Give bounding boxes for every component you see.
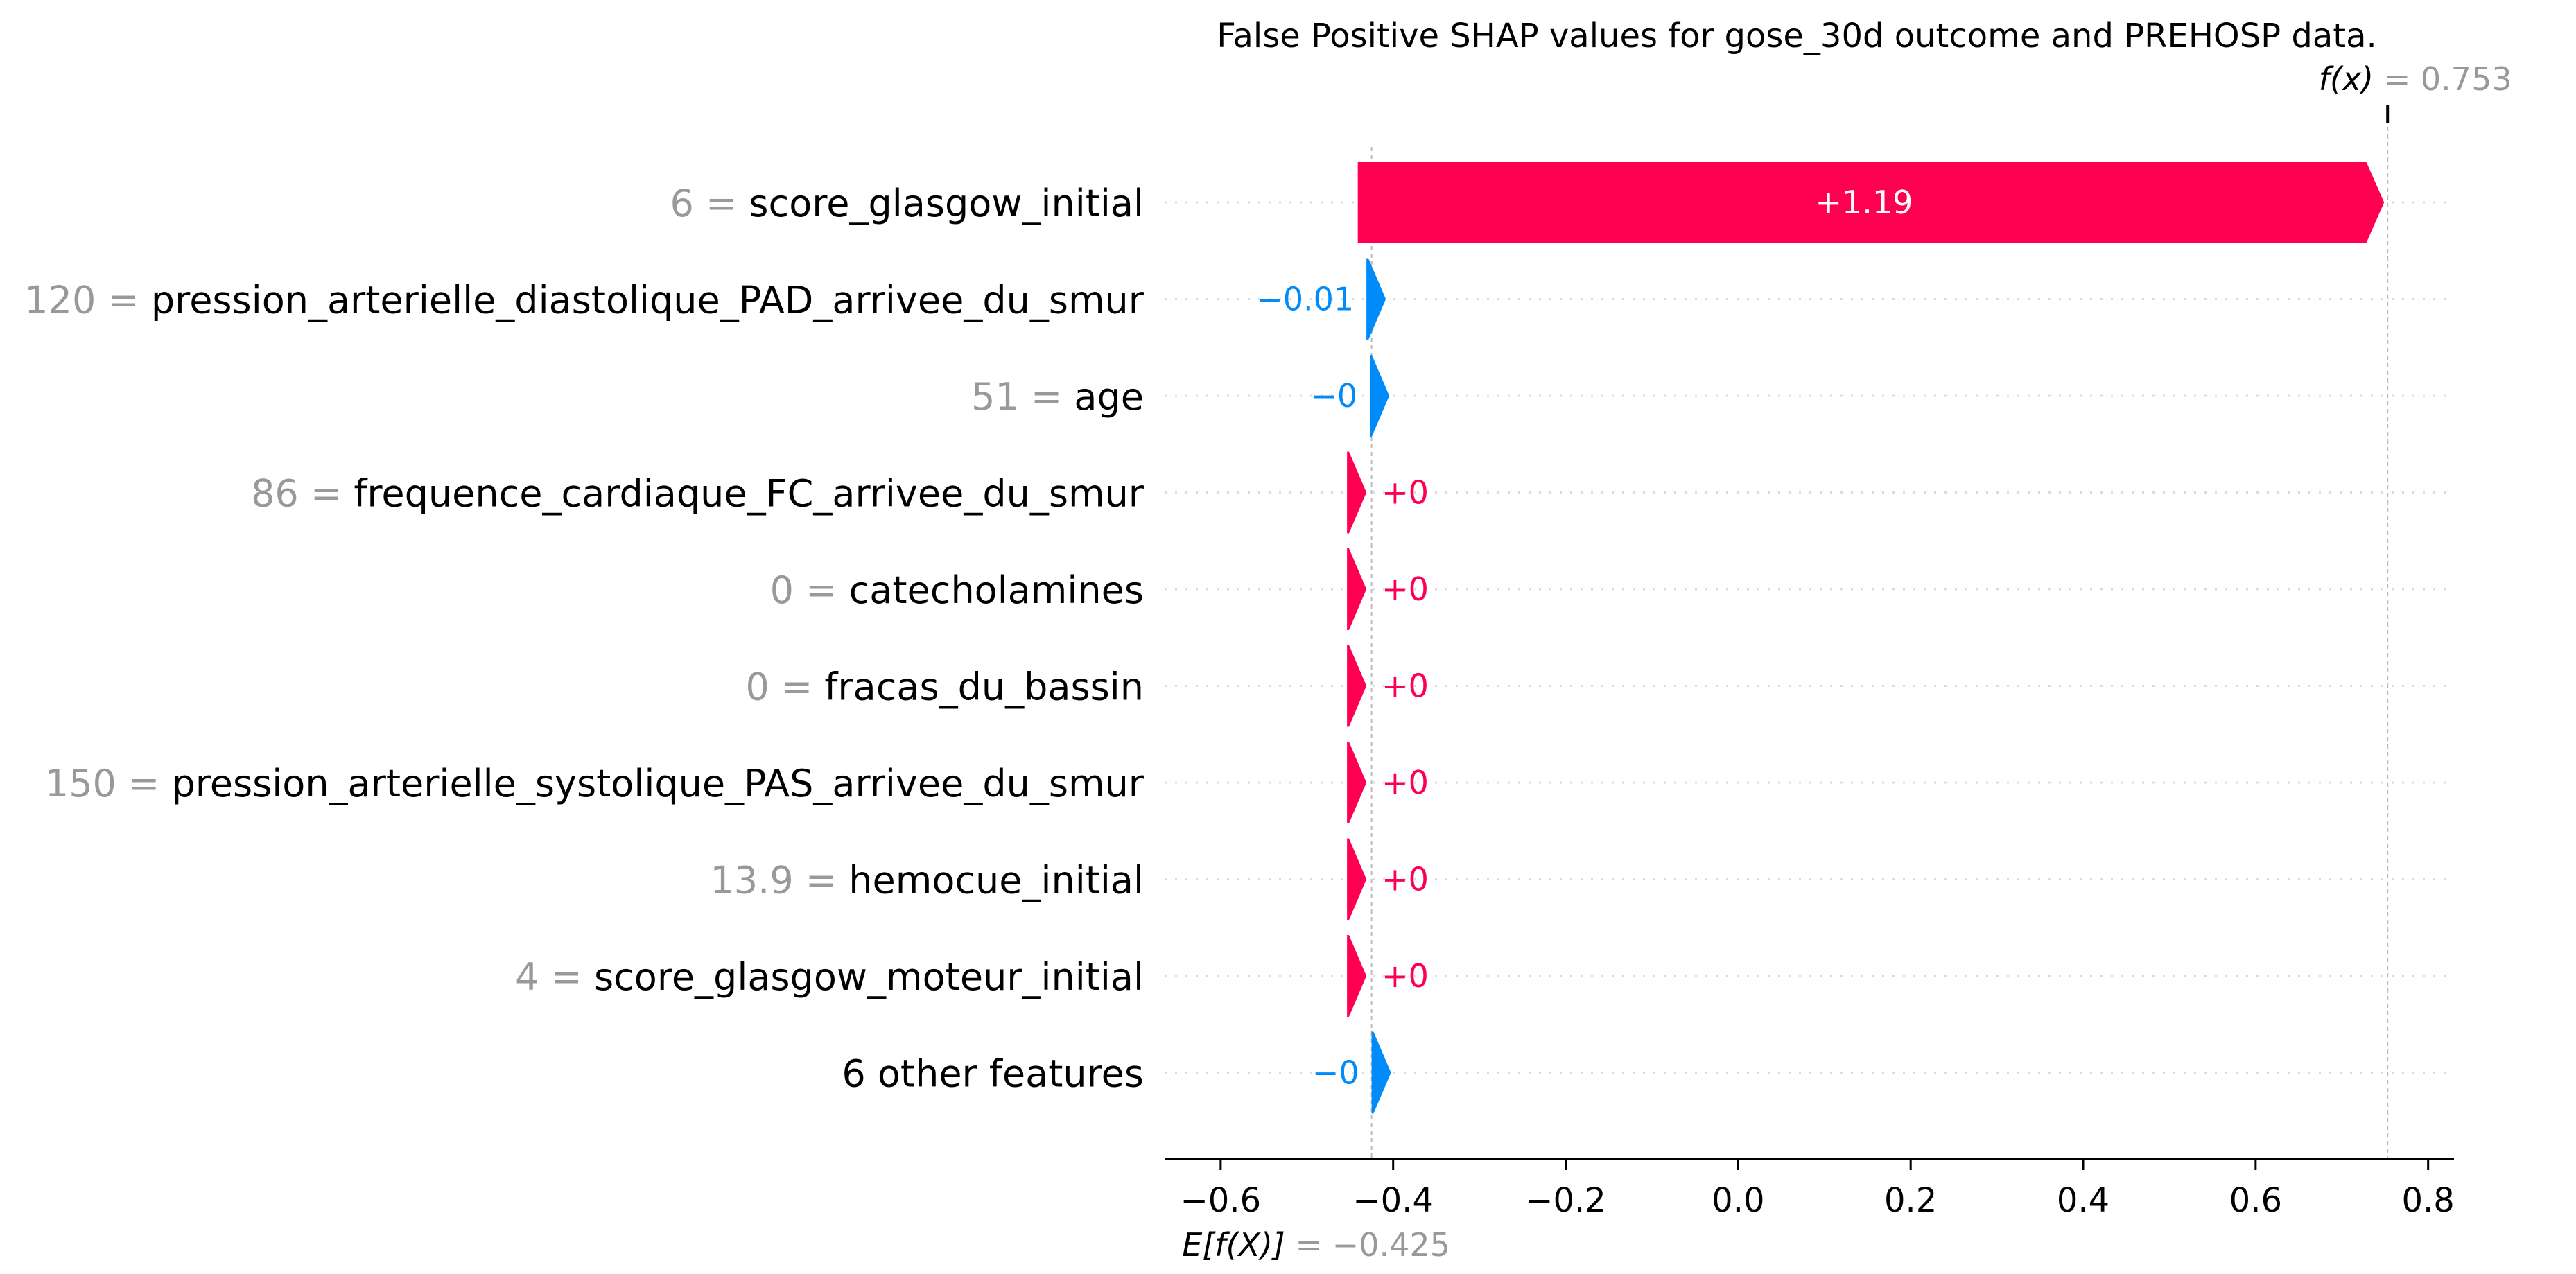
x-tick-label: −0.2 [1525, 1181, 1606, 1220]
feature-label: 51 = age [971, 375, 1144, 419]
feature-label: 6 other features [842, 1052, 1144, 1096]
bar-value-label: +0 [1382, 764, 1429, 801]
output-value-label: f(x) = 0.753 [2319, 60, 2512, 98]
x-tick-label: 0.0 [1712, 1181, 1764, 1220]
output-value-prefix: f(x) [2319, 60, 2384, 98]
feature-name: frequence_cardiaque_FC_arrivee_du_smur [354, 472, 1144, 516]
feature-value: 86 = [251, 472, 354, 516]
feature-value: 0 = [770, 568, 849, 612]
feature-name: pression_arterielle_systolique_PAS_arriv… [172, 762, 1145, 805]
negative-bar [1366, 258, 1386, 340]
feature-label: 6 = score_glasgow_initial [670, 182, 1144, 225]
bar-value-label: +0 [1382, 957, 1429, 995]
bar-value-label: +0 [1382, 570, 1429, 608]
feature-label: 0 = fracas_du_bassin [745, 665, 1144, 709]
x-tick-label: −0.4 [1352, 1181, 1434, 1220]
positive-bar [1347, 935, 1367, 1017]
feature-value: 13.9 = [710, 859, 848, 902]
x-tick-label: 0.6 [2229, 1181, 2282, 1220]
bar-value-label: −0 [1312, 1054, 1359, 1092]
output-value-number: = 0.753 [2384, 60, 2512, 98]
feature-label: 4 = score_glasgow_moteur_initial [515, 955, 1144, 999]
feature-name: score_glasgow_initial [749, 182, 1144, 225]
feature-label: 86 = frequence_cardiaque_FC_arrivee_du_s… [251, 472, 1145, 516]
positive-bar [1347, 451, 1367, 534]
feature-label: 13.9 = hemocue_initial [710, 859, 1144, 902]
bar-value-label: −0.01 [1256, 281, 1354, 318]
bar-value-label: +0 [1382, 667, 1429, 705]
negative-bar [1370, 355, 1390, 437]
feature-label: 120 = pression_arterielle_diastolique_PA… [24, 279, 1145, 322]
gridlines [1165, 201, 2454, 1074]
positive-bar [1347, 548, 1367, 630]
x-tick-label: 0.4 [2057, 1181, 2109, 1220]
feature-value: 0 = [745, 665, 824, 709]
x-tick-label: −0.6 [1181, 1181, 1262, 1220]
feature-name: age [1074, 375, 1144, 419]
feature-name: 6 other features [842, 1052, 1144, 1096]
feature-value: 6 = [670, 182, 749, 225]
base-value-prefix: E[f(X)] [1182, 1226, 1295, 1264]
feature-name: catecholamines [849, 568, 1144, 612]
feature-name: score_glasgow_moteur_initial [594, 955, 1144, 999]
x-axis: −0.6 −0.4 −0.2 0.0 0.2 0.4 0.6 0.8 E[f(X)] = −0.… [1165, 1158, 2455, 1264]
bar-value-label: +0 [1382, 861, 1429, 898]
base-value-label: E[f(X)] = −0.425 [1182, 1226, 1450, 1264]
feature-labels: 6 = score_glasgow_initial 120 = pression_… [24, 182, 1145, 1096]
positive-bar [1357, 162, 2385, 243]
feature-name: hemocue_initial [848, 859, 1144, 902]
feature-value: 4 = [515, 955, 594, 999]
positive-bar [1347, 645, 1367, 727]
bar-value-label: +1.19 [1815, 184, 1913, 221]
feature-label: 150 = pression_arterielle_systolique_PAS… [45, 762, 1145, 805]
bar-value-label: +0 [1382, 474, 1429, 512]
x-tick-label: 0.8 [2402, 1181, 2455, 1220]
base-value-number: = −0.425 [1295, 1226, 1450, 1264]
feature-name: pression_arterielle_diastolique_PAD_arri… [151, 279, 1145, 322]
feature-value: 51 = [971, 375, 1074, 419]
negative-bar [1371, 1031, 1391, 1114]
feature-value: 120 = [24, 279, 151, 322]
reference-lines: f(x) = 0.753 [1370, 60, 2512, 1159]
feature-label: 0 = catecholamines [770, 568, 1144, 612]
positive-bar [1347, 838, 1367, 920]
bars: +1.19 −0.01 −0 +0 +0 +0 +0 +0 +0 −0 [1256, 162, 2385, 1114]
positive-bar [1347, 742, 1367, 823]
feature-value: 150 = [45, 762, 172, 805]
feature-name: fracas_du_bassin [824, 665, 1144, 709]
chart-title: False Positive SHAP values for gose_30d … [1217, 17, 2376, 55]
bar-value-label: −0 [1310, 377, 1357, 415]
x-tick-label: 0.2 [1884, 1181, 1937, 1220]
